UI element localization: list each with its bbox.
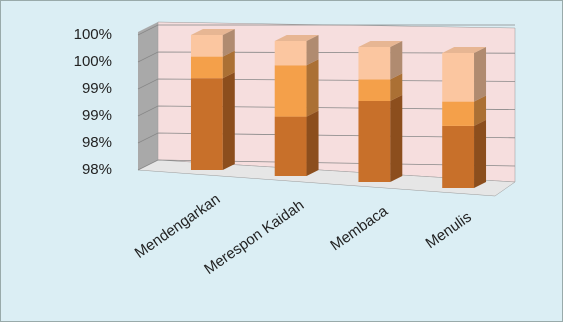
bar-side xyxy=(222,29,235,57)
bar-segment xyxy=(190,78,223,170)
y-tick-label: 99% xyxy=(82,80,112,97)
bar-side xyxy=(306,110,319,176)
bar-segment xyxy=(190,35,223,57)
y-tick-label: 100% xyxy=(74,53,112,70)
bar-top xyxy=(442,47,487,53)
bar-side xyxy=(222,72,235,170)
bar-side xyxy=(306,35,319,66)
bar-segment xyxy=(274,65,307,117)
y-tick-label: 98% xyxy=(82,161,112,178)
grid-line xyxy=(137,24,515,36)
bar-side xyxy=(474,47,487,102)
bars xyxy=(190,29,487,188)
bar-side xyxy=(306,59,319,117)
bar-segment xyxy=(190,56,223,79)
bar-segment xyxy=(442,101,475,126)
bar-side xyxy=(390,73,403,101)
side-wall xyxy=(138,22,158,170)
bar-side xyxy=(474,95,487,126)
bar-side xyxy=(222,50,235,79)
bar-segment xyxy=(274,41,307,66)
bar-top xyxy=(274,35,319,41)
bar-side xyxy=(390,95,403,182)
bar-side xyxy=(474,119,487,188)
bar-segment xyxy=(442,53,475,102)
bar-segment xyxy=(358,47,391,80)
bar-side xyxy=(390,41,403,80)
y-tick-label: 100% xyxy=(74,26,112,43)
bar-segment xyxy=(442,125,475,188)
bar-segment xyxy=(358,79,391,101)
bar-segment xyxy=(274,116,307,176)
bar-top xyxy=(190,29,235,35)
y-tick-label: 99% xyxy=(82,107,112,124)
bar-segment xyxy=(358,101,391,182)
bar-top xyxy=(358,41,403,47)
y-tick-label: 98% xyxy=(82,134,112,151)
